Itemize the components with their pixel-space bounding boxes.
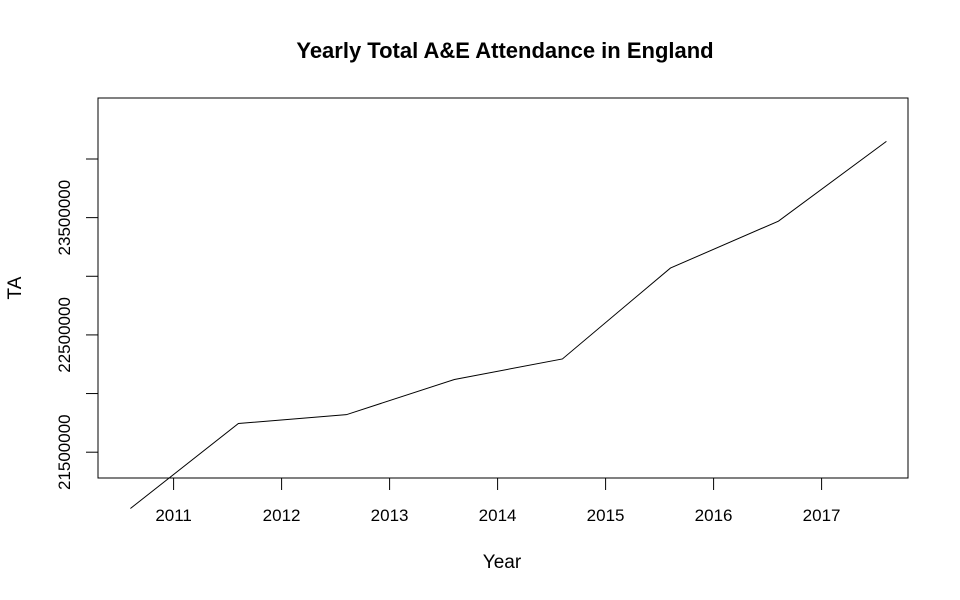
x-axis: 2011 2012 2013 2014 2015 2016 2017 (155, 477, 841, 525)
x-axis-label: Year (483, 552, 522, 573)
y-tick-label: 23500000 (55, 180, 74, 256)
x-tick-label: 2013 (371, 506, 409, 525)
plot-frame (97, 97, 909, 479)
x-tick-label: 2016 (695, 506, 733, 525)
x-tick-label: 2017 (803, 506, 841, 525)
series-group (130, 140, 887, 509)
y-axis: 21500000 22500000 23500000 (55, 158, 99, 490)
y-axis-label: TA (5, 276, 26, 299)
x-tick-label: 2015 (587, 506, 625, 525)
chart-title: Yearly Total A&E Attendance in England (296, 38, 713, 63)
x-tick-label: 2011 (155, 506, 192, 525)
x-tick-label: 2014 (479, 506, 517, 525)
x-tick-label: 2012 (263, 506, 301, 525)
series-line (130, 140, 887, 509)
y-tick-label: 22500000 (55, 297, 74, 373)
y-tick-label: 21500000 (55, 414, 74, 490)
